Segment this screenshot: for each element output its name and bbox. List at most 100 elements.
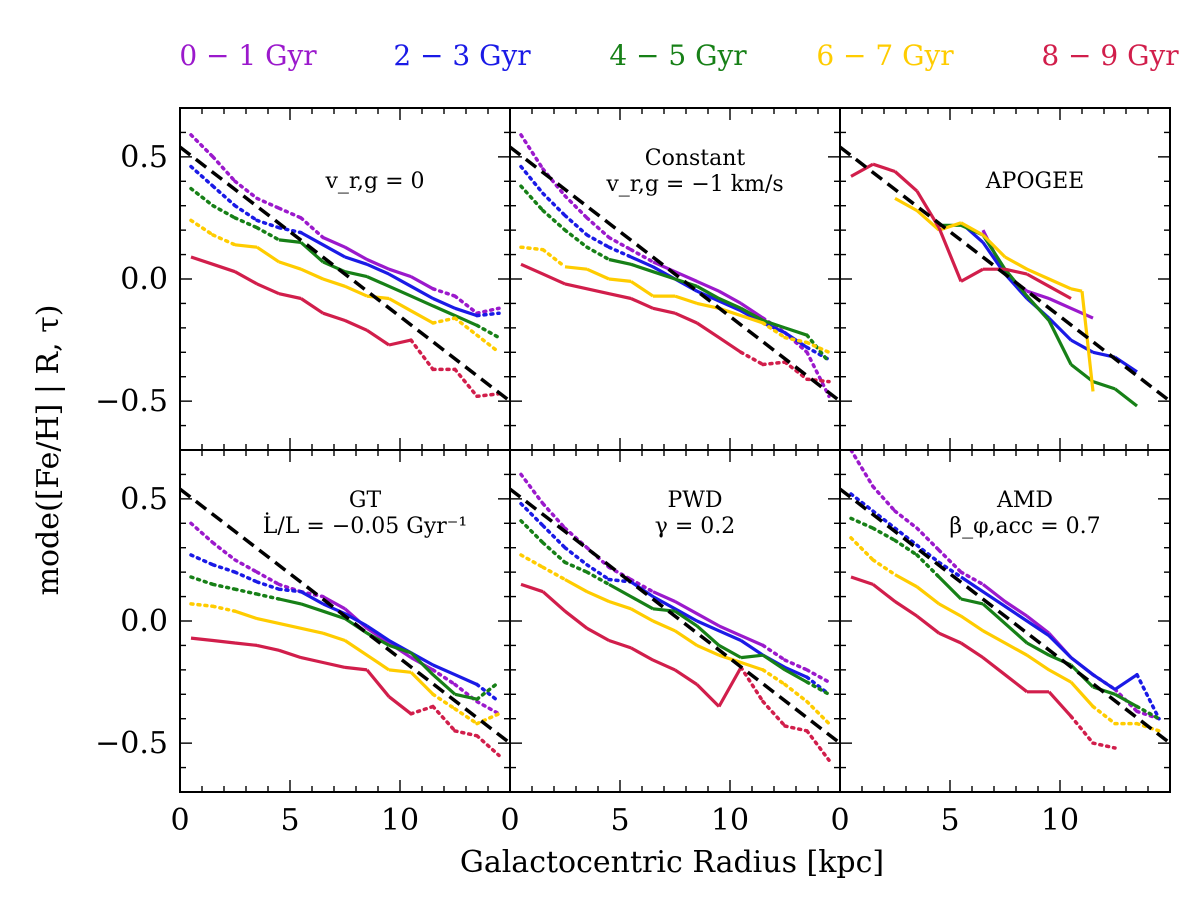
series-line-solid — [894, 197, 1095, 392]
panel-plot-area — [180, 487, 510, 758]
panel-annotation: AMD — [996, 488, 1053, 513]
ticks — [839, 108, 1171, 450]
series-line-dotted — [519, 553, 831, 726]
series-line-dotted — [849, 492, 1161, 721]
series-2-3-gyr — [189, 553, 501, 704]
series-line-solid — [564, 578, 764, 672]
series-line-solid — [652, 590, 764, 647]
panel-plot-area — [180, 133, 510, 403]
series-4-5-gyr — [939, 223, 1138, 408]
series-4-5-gyr — [189, 575, 501, 701]
series-line-dotted — [409, 704, 501, 758]
reference-line — [510, 145, 840, 403]
series-2-3-gyr — [849, 492, 1161, 721]
ticks — [179, 450, 511, 792]
x-tick-label: 5 — [940, 803, 959, 838]
legend: 0 − 1 Gyr 2 − 3 Gyr 4 − 5 Gyr 6 − 7 Gyr … — [179, 39, 1179, 72]
series-line-dotted — [739, 665, 831, 762]
series-line-solid — [652, 260, 764, 320]
panel-frame — [839, 107, 1171, 451]
series-line-solid — [300, 231, 478, 318]
series-line-dotted — [519, 501, 831, 697]
series-line-dotted — [1069, 714, 1117, 750]
legend-entry-6-7-gyr: 6 − 7 Gyr — [816, 39, 954, 72]
series-line-dotted — [739, 350, 831, 384]
panel-annotation: L̇/L = −0.05 Gyr⁻¹ — [263, 513, 467, 539]
series-line-solid — [234, 609, 435, 696]
y-tick-label: 0.5 — [120, 482, 168, 517]
series-2-3-gyr — [519, 164, 831, 362]
x-axis-title: Galactocentric Radius [kpc] — [460, 845, 884, 880]
series-line-solid — [564, 265, 764, 325]
ticks — [179, 108, 511, 450]
series-4-5-gyr — [189, 186, 501, 340]
y-tick-label: −0.5 — [95, 726, 168, 761]
x-tick-label: 10 — [711, 803, 749, 838]
series-line-dotted — [849, 516, 1161, 721]
y-tick-label: 0.5 — [120, 140, 168, 175]
series-8-9-gyr — [190, 636, 501, 758]
panel-plot-area — [840, 450, 1170, 750]
series-line-solid — [278, 238, 478, 327]
panel-1: v_r,g = 0 0.5 0.0 −0.5 — [95, 107, 511, 451]
reference-line — [840, 487, 1170, 745]
series-8-9-gyr — [520, 262, 831, 384]
panel-3: APOGEE — [839, 107, 1171, 451]
series-8-9-gyr — [190, 255, 501, 399]
legend-entry-8-9-gyr: 8 − 9 Gyr — [1041, 39, 1179, 72]
series-2-3-gyr — [519, 501, 831, 697]
series-2-3-gyr — [189, 164, 501, 318]
x-tick-label: 0 — [500, 803, 519, 838]
panel-annotation: γ = 0.2 — [655, 514, 736, 539]
series-line-solid — [850, 162, 1072, 300]
reference-line — [180, 487, 510, 745]
series-line-dotted — [849, 536, 1161, 733]
x-tick-label: 5 — [280, 803, 299, 838]
legend-entry-0-1-gyr: 0 − 1 Gyr — [179, 39, 317, 72]
series-line-dotted — [189, 218, 501, 355]
panel-frame — [839, 449, 1171, 793]
series-6-7-gyr — [189, 602, 501, 726]
series-line-dotted — [189, 133, 501, 315]
x-tick-label: 10 — [381, 803, 419, 838]
series-line-dotted — [189, 186, 501, 340]
series-line-dotted — [189, 575, 501, 701]
y-tick-label: 0.0 — [120, 604, 168, 639]
series-6-7-gyr — [849, 536, 1161, 733]
series-8-9-gyr — [850, 162, 1072, 300]
series-6-7-gyr — [519, 245, 831, 355]
panel-plot-area — [840, 145, 1170, 408]
series-line-dotted — [189, 164, 501, 318]
panel-annotation: APOGEE — [985, 169, 1084, 194]
legend-entry-2-3-gyr: 2 − 3 Gyr — [393, 39, 531, 72]
series-line-solid — [894, 573, 1095, 708]
series-line-dotted — [189, 553, 501, 704]
reference-line — [180, 145, 510, 403]
series-8-9-gyr — [850, 575, 1117, 750]
reference-line — [510, 487, 840, 745]
y-tick-label: 0.0 — [120, 262, 168, 297]
series-line-solid — [982, 583, 1094, 676]
series-line-solid — [234, 243, 434, 325]
series-line-solid — [190, 636, 412, 716]
x-tick-label: 0 — [170, 803, 189, 838]
series-6-7-gyr — [519, 553, 831, 726]
panel-plot-area — [510, 472, 840, 762]
panel-frame — [179, 449, 511, 793]
y-tick-label: −0.5 — [95, 384, 168, 419]
series-0-1-gyr — [189, 133, 501, 315]
reference-line — [840, 145, 1170, 403]
x-tick-label: 5 — [610, 803, 629, 838]
series-line-solid — [190, 255, 412, 347]
series-line-dotted — [519, 184, 831, 364]
series-line-dotted — [519, 245, 831, 355]
series-line-solid — [608, 583, 808, 684]
series-line-solid — [300, 590, 478, 686]
series-4-5-gyr — [519, 519, 831, 697]
series-line-solid — [850, 575, 1073, 718]
panel-annotation: GT — [349, 488, 382, 513]
series-line-solid — [939, 223, 1138, 408]
